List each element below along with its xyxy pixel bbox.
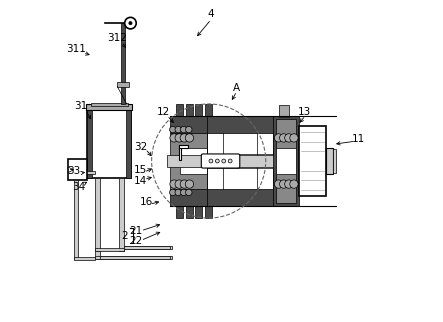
Circle shape (175, 189, 182, 196)
Bar (176, 104, 183, 116)
FancyBboxPatch shape (201, 154, 240, 168)
Circle shape (285, 180, 293, 188)
Bar (74, 257, 94, 260)
Bar (68, 159, 87, 180)
Circle shape (209, 159, 213, 163)
Bar (117, 82, 129, 87)
Bar (74, 180, 78, 259)
Bar (167, 155, 330, 167)
Text: 4: 4 (208, 9, 214, 19)
Circle shape (274, 134, 283, 142)
Circle shape (185, 134, 194, 142)
Bar (276, 119, 296, 203)
Bar (124, 246, 170, 249)
Circle shape (170, 126, 176, 133)
Circle shape (290, 134, 298, 142)
Bar (100, 256, 170, 259)
Text: 31: 31 (74, 101, 88, 111)
Bar (176, 206, 183, 218)
Circle shape (180, 189, 187, 196)
Circle shape (175, 134, 183, 142)
Bar (87, 109, 92, 178)
Bar (205, 104, 212, 116)
Text: 15: 15 (134, 165, 148, 175)
Text: 11: 11 (352, 134, 365, 144)
Text: 22: 22 (129, 235, 142, 245)
Bar (279, 105, 289, 117)
Circle shape (280, 180, 288, 188)
Circle shape (170, 180, 178, 188)
Bar (94, 248, 124, 251)
Circle shape (222, 159, 225, 163)
Bar (170, 116, 207, 133)
Bar (186, 206, 193, 218)
Text: 32: 32 (134, 142, 148, 152)
Bar (186, 104, 193, 116)
Text: 311: 311 (66, 44, 86, 54)
Circle shape (124, 17, 136, 29)
Circle shape (186, 189, 192, 196)
Circle shape (290, 180, 298, 188)
Bar (299, 126, 326, 196)
Bar (87, 109, 131, 178)
Text: 34: 34 (72, 182, 85, 192)
Bar (207, 189, 273, 206)
Bar (207, 116, 273, 133)
Text: 21: 21 (129, 226, 142, 236)
Bar (195, 104, 202, 116)
Bar (179, 145, 188, 148)
Text: 16: 16 (140, 197, 153, 207)
Circle shape (170, 134, 178, 142)
Circle shape (186, 126, 192, 133)
Circle shape (129, 22, 132, 25)
Bar (326, 147, 334, 175)
Text: 2: 2 (121, 231, 128, 242)
Bar (94, 256, 172, 259)
Circle shape (285, 134, 293, 142)
Circle shape (280, 134, 288, 142)
Bar (126, 109, 131, 178)
Bar (87, 171, 94, 175)
Circle shape (180, 126, 187, 133)
Bar (179, 145, 181, 160)
Bar (170, 189, 207, 206)
Circle shape (185, 180, 194, 188)
Circle shape (180, 180, 188, 188)
Circle shape (274, 180, 283, 188)
Bar (124, 246, 172, 249)
Bar (94, 178, 100, 251)
Bar (334, 149, 336, 173)
Bar (273, 116, 299, 206)
Circle shape (180, 134, 188, 142)
Bar (207, 133, 273, 189)
Bar (119, 178, 124, 251)
Bar (86, 104, 132, 110)
Bar (170, 133, 207, 189)
Text: 33: 33 (67, 166, 81, 175)
Bar (205, 206, 212, 218)
Text: A: A (233, 83, 241, 93)
Text: 13: 13 (298, 107, 311, 117)
Bar (195, 206, 202, 218)
Circle shape (170, 189, 176, 196)
Text: 14: 14 (134, 176, 148, 186)
Text: 312: 312 (107, 33, 127, 43)
Circle shape (175, 126, 182, 133)
Bar (121, 23, 125, 104)
Bar (91, 103, 128, 106)
Bar (94, 251, 100, 259)
Bar (180, 147, 207, 175)
Circle shape (215, 159, 219, 163)
Circle shape (228, 159, 232, 163)
Circle shape (175, 180, 183, 188)
Bar (276, 148, 296, 174)
Text: 12: 12 (156, 107, 170, 117)
